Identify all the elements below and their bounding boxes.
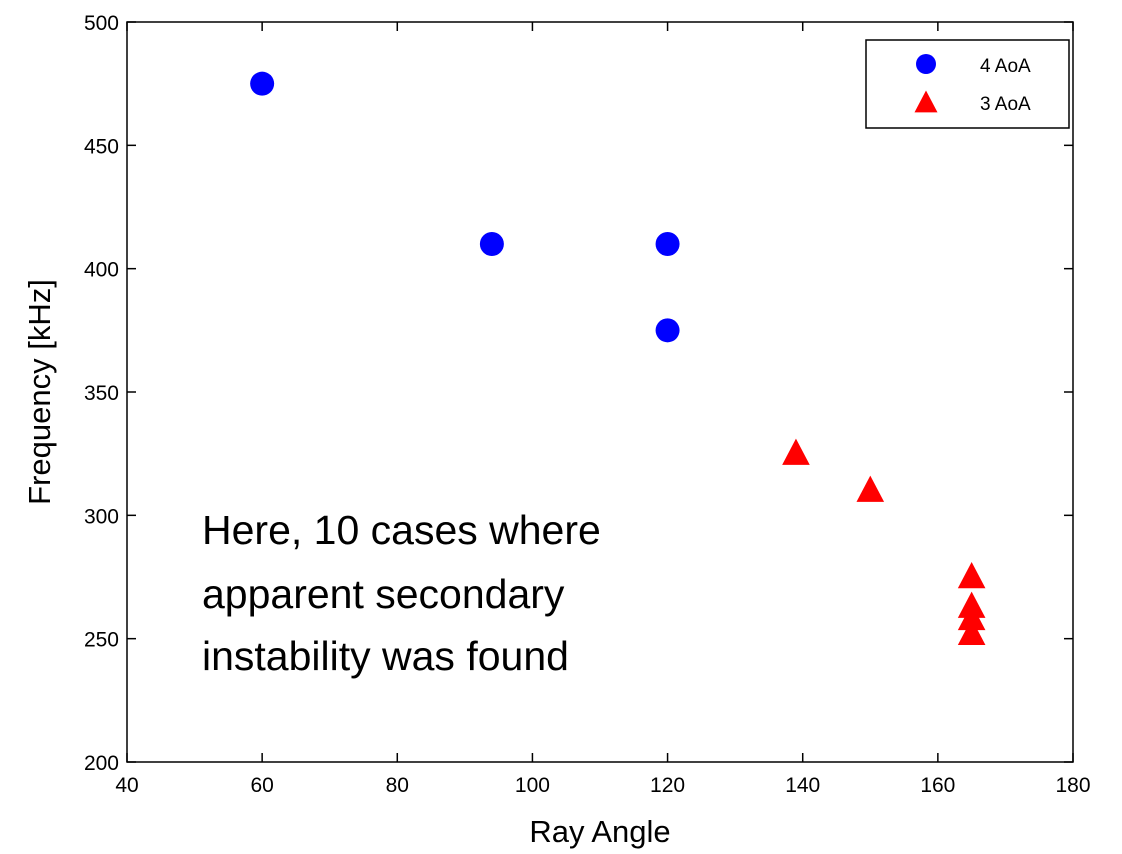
axis-ticks	[126, 21, 1074, 763]
legend: 4 AoA 3 AoA	[865, 39, 1070, 129]
point-series0-2	[655, 232, 680, 256]
x-tick-label-100: 100	[515, 774, 550, 797]
data-points	[250, 71, 986, 645]
legend-marker-shape-1	[914, 90, 938, 113]
legend-label-3-aoa: 3 AoA	[980, 94, 1031, 115]
y-tick-label-500: 500	[84, 12, 119, 35]
point-series1-1	[856, 475, 885, 502]
annotation: Here, 10 cases where apparent secondary …	[202, 507, 601, 679]
annotation-line-1: Here, 10 cases where	[202, 507, 601, 553]
y-tick-label-200: 200	[84, 752, 119, 775]
y-tick-label-250: 250	[84, 629, 119, 652]
point-series1-2	[957, 562, 986, 589]
y-tick-label-350: 350	[84, 382, 119, 405]
point-series1-5	[957, 618, 986, 645]
x-tick-label-120: 120	[650, 774, 685, 797]
legend-marker-shape-0	[916, 54, 936, 74]
legend-marker-3-aoa	[914, 90, 938, 113]
point-series1-4	[957, 603, 986, 631]
y-tick-label-400: 400	[84, 259, 119, 282]
point-series0-3	[655, 318, 680, 343]
y-tick-label-450: 450	[84, 135, 119, 158]
axis-tick-labels: 40 60 80 100 120 140 160 180 200 250 300 350 400 450 5…	[84, 12, 1091, 797]
y-axis-label: Frequency [kHz]	[22, 279, 57, 505]
x-tick-label-160: 160	[920, 774, 955, 797]
x-tick-label-80: 80	[386, 774, 409, 797]
point-series0-1	[479, 232, 504, 256]
plot-area	[126, 21, 1074, 763]
annotation-line-2: apparent secondary	[202, 571, 565, 617]
x-tick-label-140: 140	[785, 774, 820, 797]
annotation-line-3: instability was found	[202, 633, 569, 679]
legend-box	[865, 39, 1070, 129]
legend-label-4-aoa: 4 AoA	[980, 56, 1031, 77]
point-series1-0	[782, 438, 810, 465]
point-series0-0	[250, 71, 275, 96]
x-tick-label-40: 40	[115, 774, 138, 797]
x-axis-label: Ray Angle	[529, 814, 670, 849]
y-tick-label-300: 300	[84, 505, 119, 528]
x-tick-label-60: 60	[250, 774, 273, 797]
x-tick-label-180: 180	[1055, 774, 1090, 797]
legend-marker-4-aoa	[916, 54, 936, 74]
